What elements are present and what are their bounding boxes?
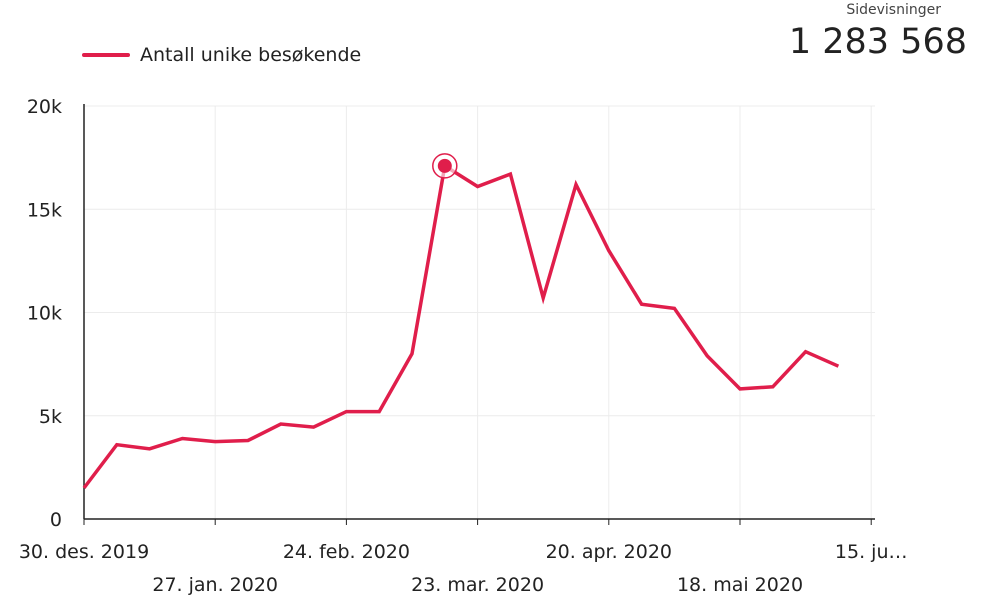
data-point (343, 409, 349, 415)
data-point (179, 435, 185, 441)
data-point (803, 349, 809, 355)
y-tick-label: 5k (39, 406, 62, 428)
y-tick-label: 10k (27, 303, 62, 325)
axes (83, 104, 875, 525)
series-layer (81, 153, 841, 491)
data-point (278, 421, 284, 427)
legend[interactable]: Antall unike besøkende (82, 44, 361, 66)
data-point (81, 485, 87, 491)
x-tick-label: 18. mai 2020 (677, 574, 803, 596)
legend-swatch (82, 53, 130, 57)
data-point (671, 305, 677, 311)
data-point (114, 442, 120, 448)
data-point (835, 363, 841, 369)
data-point (639, 301, 645, 307)
data-point (704, 353, 710, 359)
y-tick-labels: 0 5k 10k 15k 20k (27, 96, 62, 531)
data-point (606, 248, 612, 254)
x-tick-label: 27. jan. 2020 (152, 574, 278, 596)
x-tick-label: 24. feb. 2020 (283, 541, 410, 563)
series-line (82, 163, 840, 490)
legend-label: Antall unike besøkende (140, 44, 362, 66)
y-tick-label: 20k (27, 96, 62, 118)
data-point (573, 181, 579, 187)
data-point (540, 295, 546, 301)
data-point (376, 409, 382, 415)
x-tick-label: 20. apr. 2020 (546, 541, 672, 563)
pageviews-label: Sidevisninger (846, 2, 941, 18)
data-point (475, 184, 481, 190)
y-tick-label: 0 (50, 509, 62, 531)
y-tick-label: 15k (27, 199, 62, 221)
pageviews-value: 1 283 568 (788, 22, 967, 62)
data-point (245, 438, 251, 444)
highlight-point (437, 158, 452, 173)
x-tick-label: 23. mar. 2020 (411, 574, 544, 596)
x-tick-label: 30. des. 2019 (19, 541, 149, 563)
data-point (737, 386, 743, 392)
data-point (507, 171, 513, 177)
data-point (770, 384, 776, 390)
data-point (212, 439, 218, 445)
x-tick-label: 15. ju… (835, 541, 908, 563)
data-point (311, 424, 317, 430)
data-point (409, 351, 415, 357)
data-point (147, 446, 153, 452)
grid-lines (84, 105, 875, 519)
